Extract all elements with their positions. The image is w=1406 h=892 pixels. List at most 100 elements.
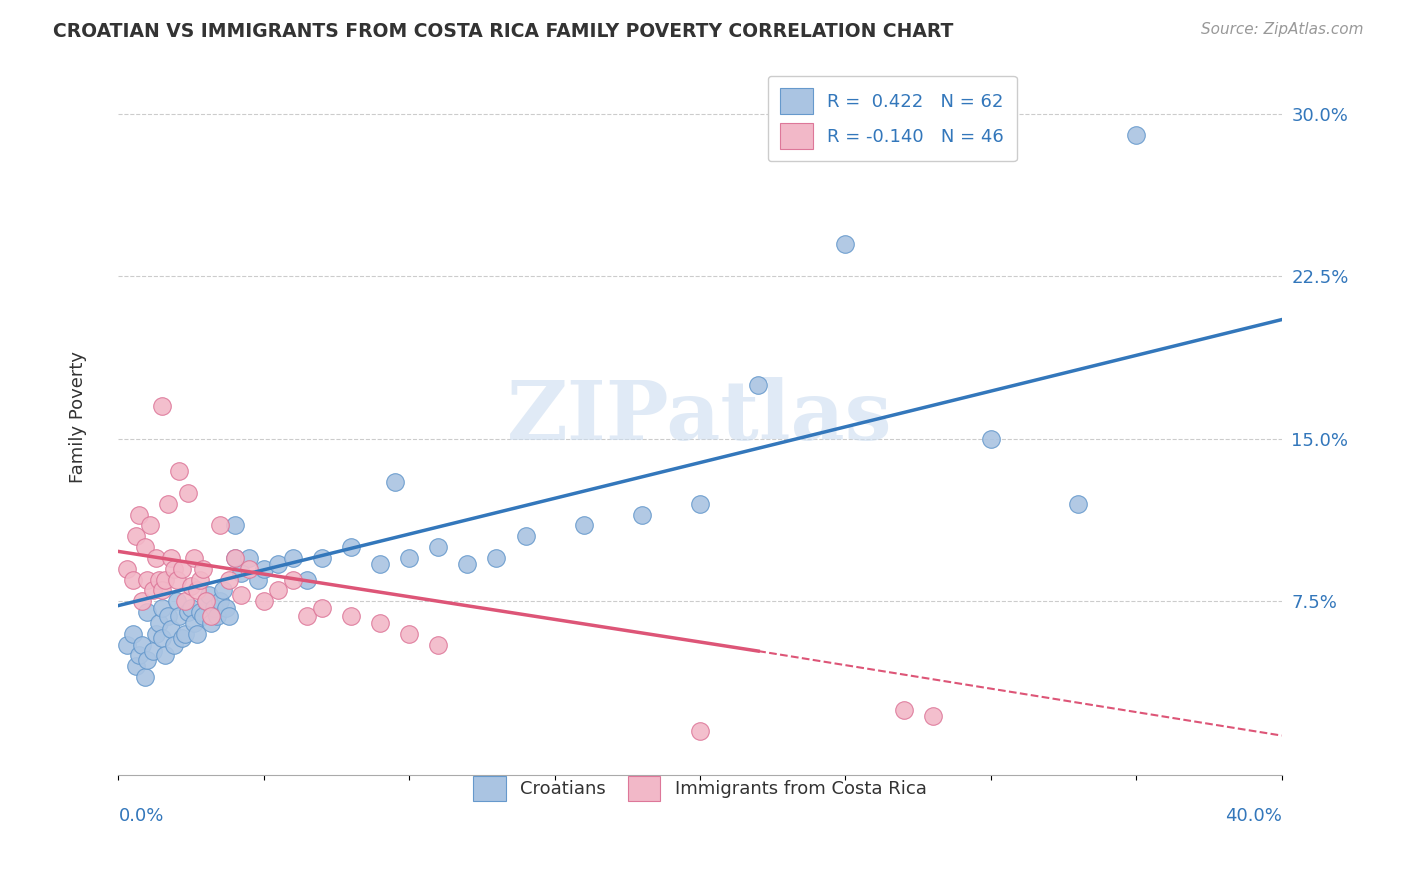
Point bbox=[215, 600, 238, 615]
Point bbox=[253, 562, 276, 576]
Point bbox=[156, 609, 179, 624]
Point bbox=[200, 615, 222, 630]
Point bbox=[136, 605, 159, 619]
Point bbox=[183, 615, 205, 630]
Point bbox=[224, 518, 246, 533]
Point bbox=[180, 579, 202, 593]
Point bbox=[131, 594, 153, 608]
Point bbox=[128, 508, 150, 522]
Point bbox=[194, 594, 217, 608]
Point bbox=[153, 573, 176, 587]
Point bbox=[177, 605, 200, 619]
Point bbox=[207, 609, 229, 624]
Point bbox=[169, 464, 191, 478]
Point bbox=[191, 609, 214, 624]
Point bbox=[148, 573, 170, 587]
Point bbox=[156, 497, 179, 511]
Point bbox=[142, 644, 165, 658]
Point bbox=[427, 540, 450, 554]
Point bbox=[202, 600, 225, 615]
Point bbox=[689, 497, 711, 511]
Point bbox=[212, 583, 235, 598]
Point bbox=[131, 638, 153, 652]
Point bbox=[572, 518, 595, 533]
Point bbox=[297, 609, 319, 624]
Point bbox=[384, 475, 406, 489]
Point bbox=[145, 550, 167, 565]
Point bbox=[115, 638, 138, 652]
Point bbox=[311, 550, 333, 565]
Point bbox=[209, 518, 232, 533]
Point bbox=[150, 399, 173, 413]
Text: 40.0%: 40.0% bbox=[1225, 806, 1282, 825]
Point bbox=[136, 573, 159, 587]
Point bbox=[174, 626, 197, 640]
Point bbox=[267, 583, 290, 598]
Point bbox=[145, 626, 167, 640]
Point bbox=[281, 573, 304, 587]
Point bbox=[122, 573, 145, 587]
Point bbox=[238, 550, 260, 565]
Point bbox=[188, 573, 211, 587]
Point bbox=[1067, 497, 1090, 511]
Point bbox=[218, 609, 240, 624]
Text: CROATIAN VS IMMIGRANTS FROM COSTA RICA FAMILY POVERTY CORRELATION CHART: CROATIAN VS IMMIGRANTS FROM COSTA RICA F… bbox=[53, 22, 953, 41]
Point bbox=[398, 550, 420, 565]
Point bbox=[515, 529, 537, 543]
Point bbox=[485, 550, 508, 565]
Point bbox=[427, 638, 450, 652]
Point bbox=[115, 562, 138, 576]
Point bbox=[148, 615, 170, 630]
Point bbox=[186, 626, 208, 640]
Point bbox=[172, 631, 194, 645]
Point bbox=[134, 670, 156, 684]
Point bbox=[188, 605, 211, 619]
Point bbox=[311, 600, 333, 615]
Point bbox=[224, 550, 246, 565]
Point bbox=[125, 659, 148, 673]
Point bbox=[159, 550, 181, 565]
Point bbox=[246, 573, 269, 587]
Point bbox=[689, 724, 711, 739]
Point bbox=[368, 615, 391, 630]
Text: Family Poverty: Family Poverty bbox=[69, 351, 87, 483]
Point bbox=[340, 540, 363, 554]
Point bbox=[229, 588, 252, 602]
Point bbox=[191, 562, 214, 576]
Point bbox=[177, 486, 200, 500]
Text: 0.0%: 0.0% bbox=[118, 806, 163, 825]
Point bbox=[150, 583, 173, 598]
Point bbox=[128, 648, 150, 663]
Text: Source: ZipAtlas.com: Source: ZipAtlas.com bbox=[1201, 22, 1364, 37]
Point bbox=[368, 558, 391, 572]
Point bbox=[134, 540, 156, 554]
Text: ZIPatlas: ZIPatlas bbox=[508, 377, 893, 457]
Point bbox=[159, 623, 181, 637]
Point bbox=[169, 609, 191, 624]
Point bbox=[183, 550, 205, 565]
Point bbox=[747, 377, 769, 392]
Point bbox=[162, 638, 184, 652]
Point bbox=[136, 653, 159, 667]
Point bbox=[834, 236, 856, 251]
Legend: Croatians, Immigrants from Costa Rica: Croatians, Immigrants from Costa Rica bbox=[467, 768, 934, 808]
Point bbox=[172, 562, 194, 576]
Point bbox=[980, 432, 1002, 446]
Point bbox=[209, 594, 232, 608]
Point bbox=[253, 594, 276, 608]
Point bbox=[186, 583, 208, 598]
Point bbox=[125, 529, 148, 543]
Point bbox=[150, 631, 173, 645]
Point bbox=[456, 558, 478, 572]
Point bbox=[921, 709, 943, 723]
Point bbox=[281, 550, 304, 565]
Point bbox=[631, 508, 654, 522]
Point bbox=[166, 573, 188, 587]
Point bbox=[340, 609, 363, 624]
Point bbox=[122, 626, 145, 640]
Point bbox=[893, 702, 915, 716]
Point bbox=[238, 562, 260, 576]
Point bbox=[174, 594, 197, 608]
Point bbox=[139, 518, 162, 533]
Point bbox=[224, 550, 246, 565]
